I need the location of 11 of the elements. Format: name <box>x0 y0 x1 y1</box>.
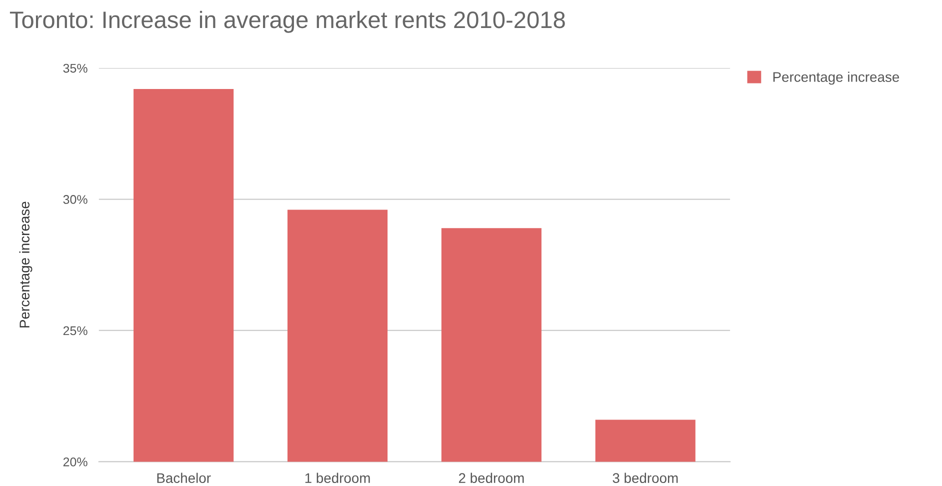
y-tick-label: 35% <box>63 64 88 73</box>
x-tick-label: Bachelor <box>157 472 211 484</box>
x-tick-label: 3 bedroom <box>612 472 678 484</box>
chart-title: Toronto: Increase in average market rents 2010-2018 <box>10 10 565 33</box>
y-tick-label: 25% <box>63 326 88 336</box>
y-axis-title: Percentage increase <box>19 202 32 328</box>
y-tick-label: 30% <box>63 195 88 204</box>
x-tick-label: 1 bedroom <box>305 472 370 484</box>
legend-label: Percentage increase <box>773 72 900 85</box>
y-tick-label: 20% <box>63 458 88 466</box>
x-tick-label: 2 bedroom <box>458 472 524 484</box>
